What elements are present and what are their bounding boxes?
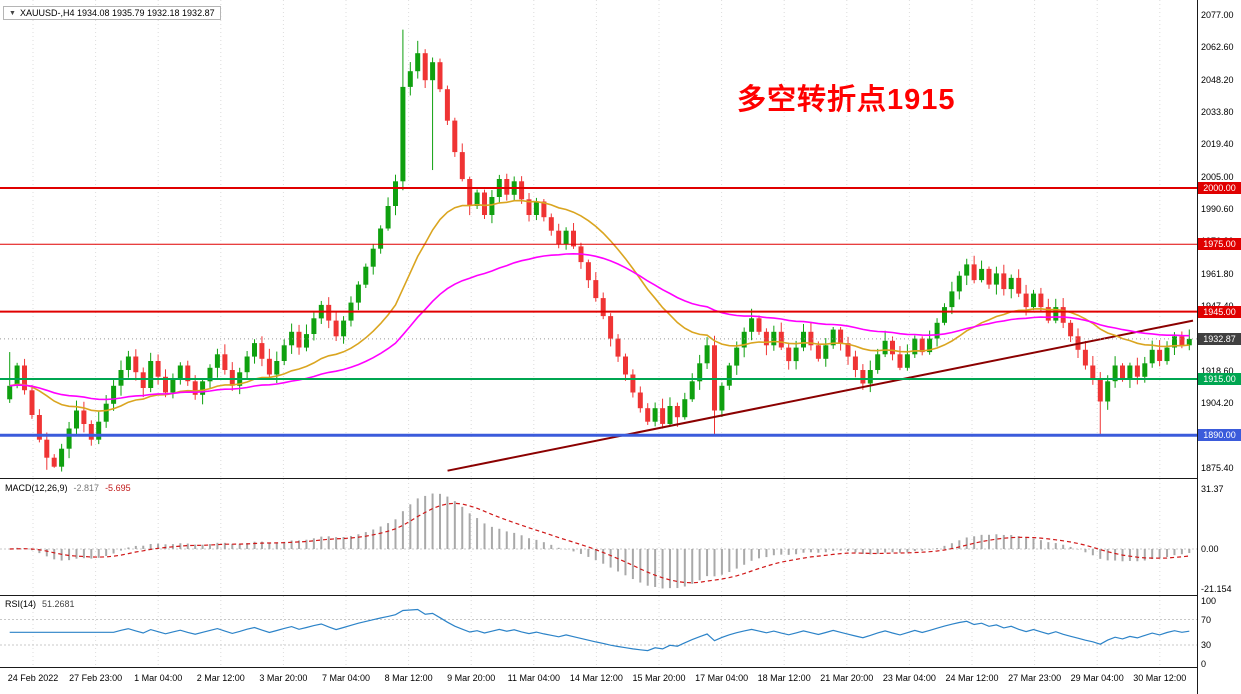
macd-label: MACD(12,26,9) -2.817 -5.695 xyxy=(5,483,131,493)
macd-axis-label: -21.154 xyxy=(1201,584,1232,595)
time-axis-label: 15 Mar 20:00 xyxy=(632,673,686,683)
level-price-tag: 1890.00 xyxy=(1198,429,1241,442)
price-axis-label: 2048.20 xyxy=(1201,74,1234,85)
annotation-text: 多空转折点1915 xyxy=(737,84,956,116)
price-axis-label: 2005.00 xyxy=(1201,171,1234,182)
chart-title: XAUUSD-,H4 1934.08 1935.79 1932.18 1932.… xyxy=(19,8,215,18)
candles xyxy=(7,29,1192,472)
panel-separator[interactable] xyxy=(0,478,1197,479)
level-price-tag: 1975.00 xyxy=(1198,238,1241,251)
level-price-tag: 1945.00 xyxy=(1198,305,1241,318)
time-axis-label: 17 Mar 04:00 xyxy=(695,673,749,683)
rsi-value: 51.2681 xyxy=(42,599,75,609)
time-axis[interactable]: 24 Feb 2022 27 Feb 23:00 1 Mar 04:00 2 Mar … xyxy=(0,668,1197,694)
time-axis-label: 14 Mar 12:00 xyxy=(569,673,623,683)
level-price-tag: 1915.00 xyxy=(1198,373,1241,386)
level-price-tag: 2000.00 xyxy=(1198,182,1241,195)
macd-value-signal: -5.695 xyxy=(105,483,131,493)
macd-value-main: -2.817 xyxy=(73,483,100,493)
current-price-tag: 1932.87 xyxy=(1198,332,1241,345)
rsi-axis-label: 70 xyxy=(1201,614,1212,625)
time-axis-label: 18 Mar 12:00 xyxy=(757,673,811,683)
time-axis-label: 11 Mar 04:00 xyxy=(507,673,560,683)
macd-axis-label: 31.37 xyxy=(1201,483,1224,494)
time-axis-label: 2 Mar 12:00 xyxy=(196,673,245,683)
price-axis-label: 2033.80 xyxy=(1201,107,1234,118)
time-axis-label: 30 Mar 12:00 xyxy=(1133,673,1187,683)
price-axis[interactable]: 2077.00 2062.60 2048.20 2033.80 2019.40 2005.… xyxy=(1197,0,1241,694)
price-axis-label: 1918.60 xyxy=(1201,365,1234,376)
panel-separator[interactable] xyxy=(0,595,1197,596)
price-chart[interactable] xyxy=(0,0,1197,479)
price-axis-label: 1961.80 xyxy=(1201,268,1234,279)
rsi-axis-label: 30 xyxy=(1201,639,1212,650)
price-axis-label: 2019.40 xyxy=(1201,139,1234,150)
time-axis-label: 7 Mar 04:00 xyxy=(321,673,371,683)
macd-name: MACD(12,26,9) xyxy=(5,483,68,493)
macd-panel[interactable] xyxy=(0,479,1197,595)
time-axis-label: 8 Mar 12:00 xyxy=(384,673,433,683)
price-axis-label: 2077.00 xyxy=(1201,10,1234,20)
symbol-dropdown-icon[interactable]: ▼ xyxy=(9,9,16,17)
macd-histogram xyxy=(16,493,1191,589)
time-axis-label: 3 Mar 20:00 xyxy=(259,673,308,683)
time-axis-label: 27 Mar 23:00 xyxy=(1008,673,1062,683)
rsi-axis-label: 100 xyxy=(1201,595,1217,606)
time-axis-label: 21 Mar 20:00 xyxy=(820,673,874,683)
time-axis-label: 24 Feb 2022 xyxy=(7,673,59,683)
time-axis-label: 23 Mar 04:00 xyxy=(882,673,936,683)
time-axis-label: 1 Mar 04:00 xyxy=(134,673,183,683)
price-axis-label: 1990.60 xyxy=(1201,204,1234,215)
rsi-label: RSI(14) 51.2681 xyxy=(5,599,75,609)
rsi-axis-label: 0 xyxy=(1201,659,1207,669)
time-axis-label: 27 Feb 23:00 xyxy=(69,673,123,683)
price-axis-label: 2062.60 xyxy=(1201,42,1234,53)
rsi-panel[interactable] xyxy=(0,596,1197,667)
chart-title-box: ▼ XAUUSD-,H4 1934.08 1935.79 1932.18 193… xyxy=(3,6,221,20)
rsi-name: RSI(14) xyxy=(5,599,37,609)
time-axis-label: 9 Mar 20:00 xyxy=(447,673,496,683)
panel-separator[interactable] xyxy=(0,667,1197,668)
macd-axis-label: 0.00 xyxy=(1201,544,1219,554)
price-axis-label: 1904.20 xyxy=(1201,398,1234,409)
time-axis-label: 29 Mar 04:00 xyxy=(1070,673,1124,683)
price-axis-label: 1875.40 xyxy=(1201,462,1234,473)
time-axis-label: 24 Mar 12:00 xyxy=(945,673,999,683)
